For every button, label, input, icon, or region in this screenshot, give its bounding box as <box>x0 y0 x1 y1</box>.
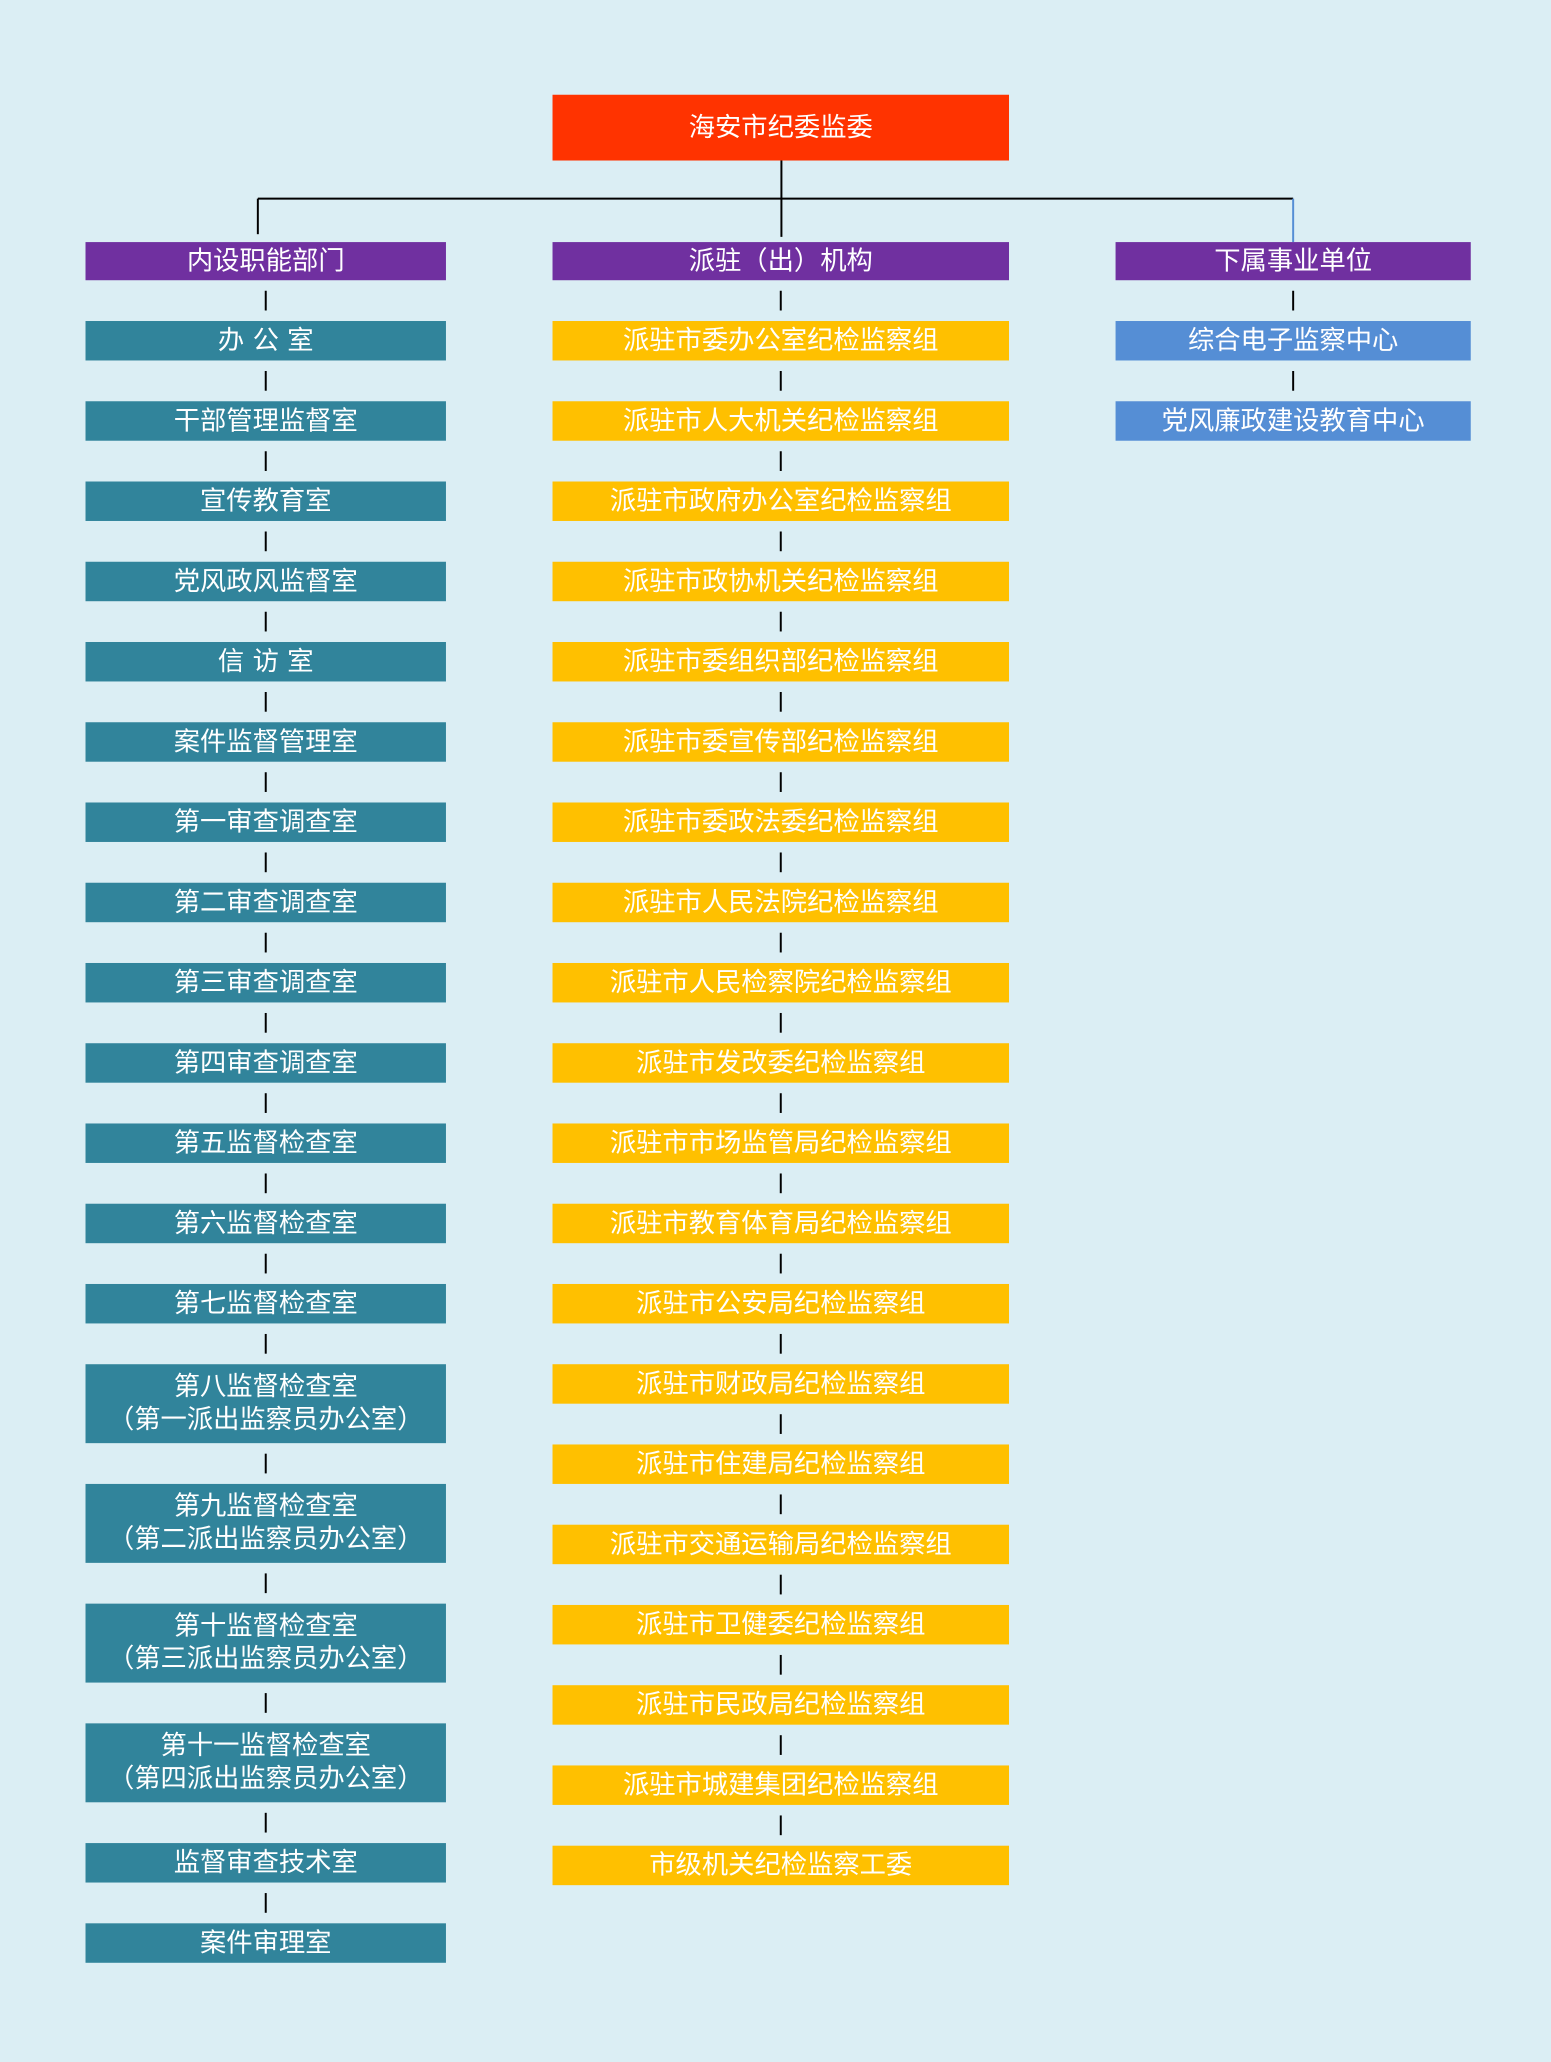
unit-box <box>85 1843 446 1883</box>
unit-box <box>552 1845 1010 1886</box>
unit-label: 市级机关纪检监察工委 <box>649 1851 912 1881</box>
root-label: 海安市纪委监委 <box>689 113 873 143</box>
unit-label: 派驻市委宣传部纪检监察组 <box>623 727 939 757</box>
column-header <box>85 242 446 281</box>
unit-box <box>85 1723 446 1803</box>
unit-box <box>552 1203 1010 1244</box>
unit-label: 派驻市人民检察院纪检监察组 <box>610 968 952 998</box>
unit-label: 干部管理监督室 <box>174 406 358 436</box>
unit-label: 综合电子监察中心 <box>1188 326 1398 356</box>
unit-label: 监督审查技术室 <box>174 1848 358 1878</box>
unit-label: 派驻市卫健委纪检监察组 <box>636 1610 925 1640</box>
unit-label: 案件监督管理室 <box>174 727 358 757</box>
unit-box <box>85 1923 446 1963</box>
unit-box <box>85 561 446 602</box>
unit-box <box>85 882 446 923</box>
unit-label: 派驻市财政局纪检监察组 <box>636 1369 925 1399</box>
unit-box <box>1115 401 1471 441</box>
unit-box <box>552 882 1010 923</box>
unit-box <box>85 1043 446 1083</box>
unit-label: 派驻市交通运输局纪检监察组 <box>610 1530 952 1560</box>
column-title: 派驻（出）机构 <box>689 246 873 276</box>
column-title: 内设职能部门 <box>187 246 345 276</box>
unit-label: 派驻市委政法委纪检监察组 <box>623 808 939 838</box>
unit-label: 第八监督检查室 <box>174 1372 358 1402</box>
unit-box <box>85 1283 446 1324</box>
unit-box <box>552 481 1010 521</box>
column-header <box>552 242 1010 281</box>
unit-box <box>85 1364 446 1444</box>
unit-label: （第四派出监察员办公室） <box>108 1764 424 1794</box>
unit-label: 党风廉政建设教育中心 <box>1162 406 1425 436</box>
unit-box <box>552 561 1010 602</box>
unit-label: （第二派出监察员办公室） <box>108 1525 424 1555</box>
unit-box <box>552 1283 1010 1324</box>
unit-box <box>85 642 446 682</box>
unit-box <box>552 1123 1010 1163</box>
unit-box <box>552 1043 1010 1083</box>
unit-label: 第一审查调查室 <box>174 808 358 838</box>
unit-box <box>85 481 446 521</box>
unit-box <box>552 321 1010 361</box>
root-box <box>552 94 1010 161</box>
unit-label: 第三审查调查室 <box>174 968 358 998</box>
unit-label: 派驻市住建局纪检监察组 <box>636 1450 925 1480</box>
unit-label: 办 公 室 <box>218 326 314 356</box>
unit-label: 派驻市委办公室纪检监察组 <box>623 326 939 356</box>
unit-box <box>552 642 1010 682</box>
unit-label: 第五监督检查室 <box>174 1129 358 1159</box>
unit-label: 派驻市政府办公室纪检监察组 <box>610 487 952 517</box>
unit-label: 信 访 室 <box>218 647 314 677</box>
unit-label: 第十一监督检查室 <box>161 1731 371 1761</box>
unit-box <box>85 401 446 441</box>
unit-box <box>552 1765 1010 1805</box>
unit-box <box>552 1524 1010 1565</box>
unit-label: 派驻市人民法院纪检监察组 <box>623 888 939 918</box>
unit-box <box>552 401 1010 441</box>
unit-box <box>85 802 446 842</box>
unit-box <box>85 962 446 1003</box>
unit-box <box>85 1123 446 1163</box>
unit-box <box>552 722 1010 762</box>
unit-box <box>552 1364 1010 1404</box>
unit-label: 派驻市政协机关纪检监察组 <box>623 567 939 597</box>
unit-box <box>552 1604 1010 1645</box>
unit-label: 宣传教育室 <box>200 487 331 517</box>
unit-label: 派驻市教育体育局纪检监察组 <box>610 1209 952 1239</box>
unit-label: （第一派出监察员办公室） <box>108 1405 424 1435</box>
unit-box <box>85 321 446 361</box>
unit-box <box>552 1685 1010 1725</box>
unit-label: 派驻市市场监管局纪检监察组 <box>610 1129 952 1159</box>
unit-box <box>85 1483 446 1563</box>
column-header <box>1115 242 1471 281</box>
unit-label: 派驻市发改委纪检监察组 <box>636 1048 925 1078</box>
unit-label: 派驻市委组织部纪检监察组 <box>623 647 939 677</box>
unit-box <box>85 1603 446 1683</box>
unit-box <box>552 1444 1010 1484</box>
unit-label: 派驻市民政局纪检监察组 <box>636 1690 925 1720</box>
unit-label: 第七监督检查室 <box>174 1289 358 1319</box>
unit-label: 第九监督检查室 <box>174 1492 358 1522</box>
unit-box <box>85 722 446 762</box>
unit-label: 派驻市公安局纪检监察组 <box>636 1289 925 1319</box>
column-title: 下属事业单位 <box>1214 246 1372 276</box>
unit-box <box>85 1203 446 1244</box>
unit-label: 案件审理室 <box>200 1928 331 1958</box>
unit-label: 第六监督检查室 <box>174 1209 358 1239</box>
unit-label: 党风政风监督室 <box>174 567 358 597</box>
unit-box <box>1115 321 1471 361</box>
unit-label: 派驻市城建集团纪检监察组 <box>623 1771 939 1801</box>
unit-label: 第二审查调查室 <box>174 888 358 918</box>
unit-label: 第十监督检查室 <box>174 1611 358 1641</box>
unit-label: （第三派出监察员办公室） <box>108 1644 424 1674</box>
unit-box <box>552 802 1010 842</box>
unit-label: 派驻市人大机关纪检监察组 <box>623 406 939 436</box>
unit-label: 第四审查调查室 <box>174 1048 358 1078</box>
unit-box <box>552 962 1010 1003</box>
